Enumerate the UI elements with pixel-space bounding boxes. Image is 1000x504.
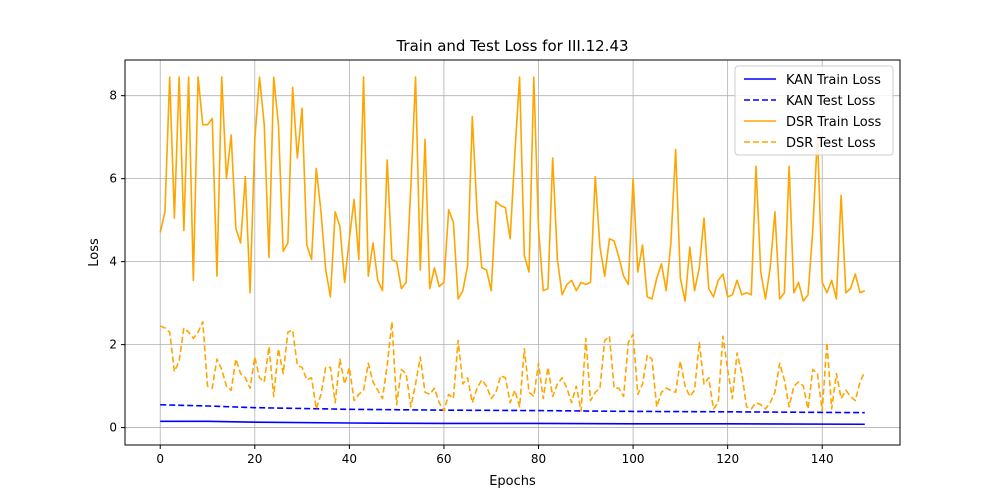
dsr-train-loss-legend-label: DSR Train Loss	[786, 115, 881, 130]
x-tick-label: 40	[342, 452, 357, 466]
y-tick-label: 4	[109, 255, 117, 269]
y-tick-label: 6	[109, 172, 117, 186]
x-tick-label: 20	[247, 452, 262, 466]
legend: KAN Train Loss KAN Test Loss DSR Train Los…	[734, 65, 894, 156]
y-tick-label: 0	[109, 421, 117, 435]
x-tick-label: 80	[531, 452, 546, 466]
x-tick-label: 120	[716, 452, 739, 466]
y-tick-label: 8	[109, 89, 117, 103]
x-tick-label: 140	[811, 452, 834, 466]
series-lines	[159, 76, 866, 426]
x-tick-label: 60	[436, 452, 451, 466]
x-tick-label: 100	[622, 452, 645, 466]
y-tick-label: 2	[109, 338, 117, 352]
dsr-test-loss-legend-label: DSR Test Loss	[786, 136, 876, 151]
legend-box	[734, 65, 894, 156]
x-axis-label: Epochs	[489, 474, 536, 489]
plot-frame	[124, 59, 901, 446]
x-tick-label: 0	[156, 452, 164, 466]
axis-ticks: 0 20 40 60 80 100 120 140 0 2 4 6 8	[109, 89, 833, 466]
y-axis-label: Loss	[87, 238, 102, 267]
legend-items: KAN Train Loss KAN Test Loss DSR Train Los…	[744, 73, 881, 151]
kan-train-loss-legend-label: KAN Train Loss	[786, 73, 881, 88]
dsr-train-loss-line	[159, 76, 866, 302]
chart-title: Train and Test Loss for III.12.43	[395, 37, 628, 55]
dsr-test-loss-line	[159, 320, 866, 412]
kan-test-loss-legend-label: KAN Test Loss	[786, 94, 876, 109]
kan-train-loss-line	[160, 420, 865, 426]
